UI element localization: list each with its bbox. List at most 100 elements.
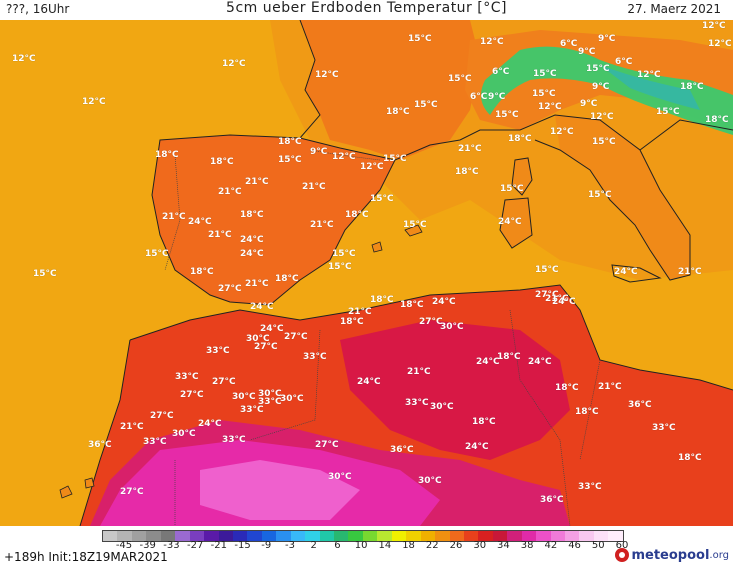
temperature-label: 33°C — [175, 372, 199, 382]
scale-swatch — [449, 531, 464, 541]
temperature-label: 21°C — [348, 307, 372, 317]
temperature-map: 12°C 12°C 12°C 12°C 15°C 12°C 12°C 9°C 6°C 9°C 6°C… — [0, 20, 733, 526]
scale-swatch — [334, 531, 349, 541]
temperature-label: 30°C — [258, 389, 282, 399]
temperature-label: 6°C — [470, 92, 488, 102]
temperature-label: 12°C — [550, 127, 574, 137]
temperature-label: 15°C — [328, 262, 352, 272]
color-scale-ticks: -45 -39 -33 -27 -21 -15 -9 -3 2 6 10 14 18 22 26 30 34 38… — [102, 540, 629, 552]
scale-swatch — [348, 531, 363, 541]
logo-text: meteopool — [631, 547, 710, 563]
temperature-label: 21°C — [458, 144, 482, 154]
temperature-label: 15°C — [588, 190, 612, 200]
scale-swatch — [536, 531, 551, 541]
temperature-label: 18°C — [400, 300, 424, 310]
scale-swatch — [593, 531, 609, 541]
temperature-label: 12°C — [82, 97, 106, 107]
map-canvas — [0, 20, 733, 526]
temperature-label: 24°C — [476, 357, 500, 367]
temperature-label: 24°C — [498, 217, 522, 227]
temperature-label: 33°C — [405, 398, 429, 408]
temperature-label: 21°C — [120, 422, 144, 432]
temperature-label: 18°C — [455, 167, 479, 177]
footer: -45 -39 -33 -27 -21 -15 -9 -3 2 6 10 14 18 22 26 30 34 38… — [0, 526, 733, 566]
temperature-label: 12°C — [315, 70, 339, 80]
temperature-label: 12°C — [590, 112, 614, 122]
temperature-label: 15°C — [448, 74, 472, 84]
scale-swatch — [391, 531, 407, 541]
scale-swatch — [377, 531, 392, 541]
temperature-label: 36°C — [88, 440, 112, 450]
temperature-label: 9°C — [592, 82, 610, 92]
temperature-label: 27°C — [120, 487, 144, 497]
temperature-label: 36°C — [628, 400, 652, 410]
logo-icon — [615, 548, 630, 562]
temperature-label: 15°C — [495, 110, 519, 120]
temperature-label: 27°C — [535, 290, 559, 300]
temperature-label: 21°C — [310, 220, 334, 230]
temperature-label: 27°C — [212, 377, 236, 387]
scale-tick-label: 46 — [568, 540, 581, 551]
model-run-info: +189h Init:18Z19MAR2021 — [4, 550, 168, 564]
extreme-hot-zone — [200, 460, 360, 520]
scale-tick-label: 42 — [544, 540, 558, 551]
scale-tick-label: -15 — [234, 540, 251, 551]
temperature-label: 18°C — [497, 352, 521, 362]
temperature-label: 21°C — [208, 230, 232, 240]
temperature-label: 30°C — [418, 476, 442, 486]
temperature-label: 33°C — [303, 352, 327, 362]
scale-swatch — [492, 531, 508, 541]
borders — [164, 149, 601, 526]
coastlines — [79, 20, 733, 526]
temperature-label: 24°C — [432, 297, 456, 307]
scale-swatch — [507, 531, 522, 541]
temperature-label: 36°C — [540, 495, 564, 505]
scale-swatch — [362, 531, 378, 541]
scale-tick-label: -9 — [261, 540, 272, 551]
temperature-label: 15°C — [656, 107, 680, 117]
temperature-label: 18°C — [370, 295, 394, 305]
temperature-label: 18°C — [678, 453, 702, 463]
temperature-label: 30°C — [280, 394, 304, 404]
temperature-label: 33°C — [258, 397, 282, 407]
temperature-label: 21°C — [598, 382, 622, 392]
scale-swatch — [117, 531, 132, 541]
scale-swatch — [579, 531, 594, 541]
temperature-label: 24°C — [260, 324, 284, 334]
temperature-label: 12°C — [702, 21, 726, 31]
temperature-label: 12°C — [222, 59, 246, 69]
scale-swatch — [175, 531, 190, 541]
scale-swatch — [406, 531, 421, 541]
temperature-label: 9°C — [598, 34, 616, 44]
scale-tick-label: 22 — [425, 540, 439, 551]
forecast-date: 27. Maerz 2021 — [627, 2, 721, 16]
temperature-label: 36°C — [390, 445, 414, 455]
temperature-label: 27°C — [180, 390, 204, 400]
scale-swatch — [276, 531, 291, 541]
temperature-label: 21°C — [678, 267, 702, 277]
map-title: 5cm ueber Erdboden Temperatur [°C] — [226, 0, 507, 16]
temperature-label: 33°C — [578, 482, 602, 492]
temperature-label: 18°C — [345, 210, 369, 220]
scale-tick-label: -3 — [285, 540, 295, 551]
temperature-label: 27°C — [218, 284, 242, 294]
meteopool-logo[interactable]: meteopool .org — [615, 546, 729, 564]
temperature-label: 15°C — [592, 137, 616, 147]
temperature-label: 18°C — [340, 317, 364, 327]
scale-swatch — [189, 531, 205, 541]
temperature-label: 15°C — [532, 89, 556, 99]
temperature-label: 21°C — [162, 212, 186, 222]
logo-tld: .org — [709, 549, 729, 561]
temperature-label: 15°C — [403, 220, 427, 230]
temperature-label: 30°C — [430, 402, 454, 412]
temperature-label: 18°C — [240, 210, 264, 220]
scale-swatch — [478, 531, 493, 541]
temperature-label: 18°C — [472, 417, 496, 427]
scale-tick-label: -45 — [115, 540, 133, 551]
temperature-label: 15°C — [535, 265, 559, 275]
header: ???, 16Uhr 5cm ueber Erdboden Temperatur… — [0, 0, 733, 20]
islands — [59, 224, 423, 499]
scale-swatch — [550, 531, 565, 541]
temperature-label: 12°C — [332, 152, 356, 162]
temperature-label: 30°C — [232, 392, 256, 402]
